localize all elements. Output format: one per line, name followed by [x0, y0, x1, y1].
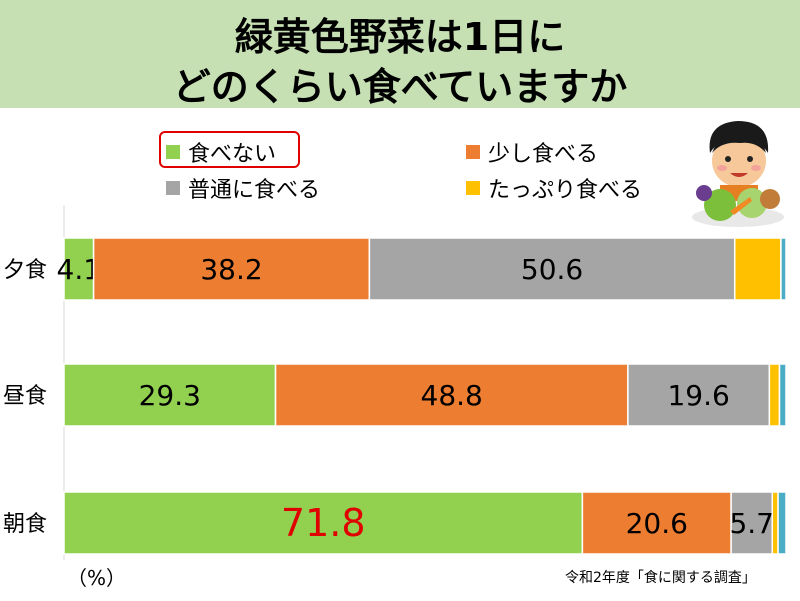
title-band: 緑黄色野菜は1日に どのくらい食べていますか [0, 0, 800, 109]
bar-segment [92, 237, 371, 301]
chart-title-line-1: 緑黄色野菜は1日に [234, 15, 566, 59]
category-label: 夕食 [3, 258, 47, 283]
data-label: 20.6 [626, 507, 688, 540]
bar-segment [777, 491, 787, 555]
data-label: 50.6 [521, 253, 583, 286]
data-label: 48.8 [421, 379, 483, 412]
data-label: 38.2 [200, 253, 262, 286]
legend-label-plenty: たっぷり食べる [488, 178, 643, 203]
legend-swatch-little [466, 145, 480, 159]
legend-swatch-none [166, 145, 180, 159]
bar-segment [581, 491, 732, 555]
legend-item-plenty: たっぷり食べる [466, 172, 642, 204]
category-label: 昼食 [3, 384, 47, 409]
data-label: 19.6 [667, 379, 729, 412]
data-label: 71.8 [281, 501, 366, 545]
bar-segment [771, 491, 779, 555]
unit-label: （%） [67, 566, 127, 590]
data-label: 29.3 [139, 379, 201, 412]
category-label: 朝食 [3, 512, 47, 537]
bar-segment [274, 363, 629, 427]
legend-label-normal: 普通に食べる [188, 178, 321, 203]
bar-segment [63, 363, 277, 427]
legend-swatch-plenty [466, 181, 480, 195]
legend-highlight-box [159, 131, 300, 168]
bar-segment [768, 363, 781, 427]
bar-segment [368, 237, 736, 301]
bar-segment [780, 237, 787, 301]
legend-item-none: 食べない [166, 136, 276, 168]
bar-segment [733, 237, 782, 301]
legend-label-none: 食べない [188, 142, 277, 167]
data-label: 5.7 [729, 507, 774, 540]
source-label: 令和2年度「食に関する調査」 [565, 570, 756, 586]
legend-item-normal: 普通に食べる [166, 172, 320, 204]
bar-segment [63, 491, 584, 555]
bar-segment [627, 363, 771, 427]
bar-segment [730, 491, 774, 555]
boy-with-vegetables-illustration [692, 121, 784, 227]
legend-item-little: 少し食べる [466, 136, 598, 168]
legend-swatch-normal [166, 181, 180, 195]
legend-label-little: 少し食べる [488, 142, 599, 167]
bar-segment [778, 363, 787, 427]
chart-title-line-2: どのくらい食べていますか [172, 65, 628, 109]
